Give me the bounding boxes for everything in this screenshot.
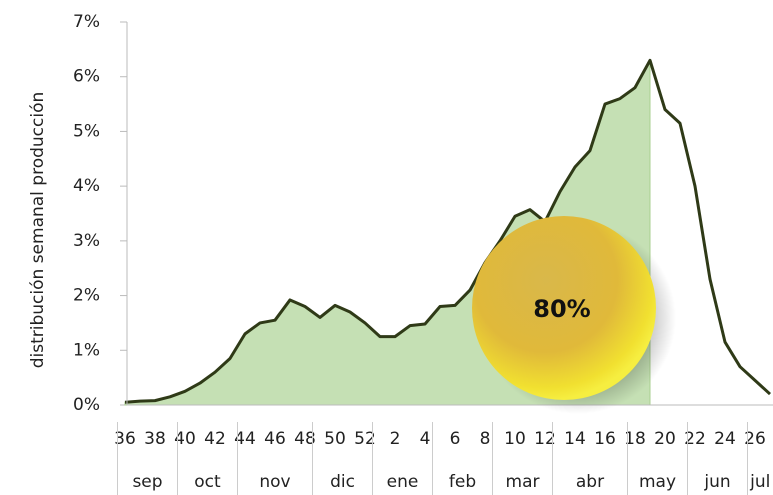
- month-label: sep: [132, 472, 162, 492]
- x-tick-label: 52: [354, 429, 376, 449]
- x-tick-label: 40: [174, 429, 196, 449]
- month-label: oct: [194, 472, 221, 492]
- x-tick-label: 20: [654, 429, 676, 449]
- y-tick-label: 0%: [73, 395, 100, 415]
- y-tick-label: 3%: [73, 231, 100, 251]
- x-tick-label: 50: [324, 429, 346, 449]
- month-label: mar: [506, 472, 540, 492]
- x-tick-label: 14: [564, 429, 586, 449]
- x-tick-label: 44: [234, 429, 256, 449]
- month-label: dic: [330, 472, 355, 492]
- x-tick-label: 36: [114, 429, 136, 449]
- month-label: jul: [749, 472, 770, 492]
- x-tick-label: 6: [450, 429, 461, 449]
- y-tick-label: 5%: [73, 121, 100, 141]
- y-tick-label: 6%: [73, 67, 100, 87]
- x-tick-label: 48: [294, 429, 316, 449]
- x-tick-label: 8: [480, 429, 491, 449]
- x-tick-label: 46: [264, 429, 286, 449]
- x-tick-label: 42: [204, 429, 226, 449]
- month-label: nov: [259, 472, 290, 492]
- plot: 0%1%2%3%4%5%6%7%36 38 40 42 44 46 48 50 52 2 4 6 8 10…: [73, 12, 773, 495]
- x-tick-label: 10: [504, 429, 526, 449]
- x-tick-label: 4: [420, 429, 431, 449]
- y-tick-label: 4%: [73, 176, 100, 196]
- y-tick-label: 7%: [73, 12, 100, 32]
- x-tick-label: 16: [594, 429, 616, 449]
- month-label: abr: [576, 472, 604, 492]
- bubble: [472, 216, 656, 400]
- x-tick-label: 12: [534, 429, 556, 449]
- month-label: may: [639, 472, 676, 492]
- annotation: 80%: [533, 295, 590, 323]
- y-tick-label: 1%: [73, 340, 100, 360]
- y-axis-label: distribución semanal producción: [28, 92, 48, 369]
- x-tick-label: 22: [684, 429, 706, 449]
- x-tick-label: 26: [744, 429, 766, 449]
- month-label: jun: [703, 472, 730, 492]
- line: [124, 58, 772, 404]
- x-tick-label: 38: [144, 429, 166, 449]
- x-tick-label: 18: [624, 429, 646, 449]
- month-label: feb: [449, 472, 476, 492]
- y-tick-label: 2%: [73, 286, 100, 306]
- month-label: ene: [387, 472, 419, 492]
- x-tick-label: 24: [714, 429, 736, 449]
- x-tick-label: 2: [390, 429, 401, 449]
